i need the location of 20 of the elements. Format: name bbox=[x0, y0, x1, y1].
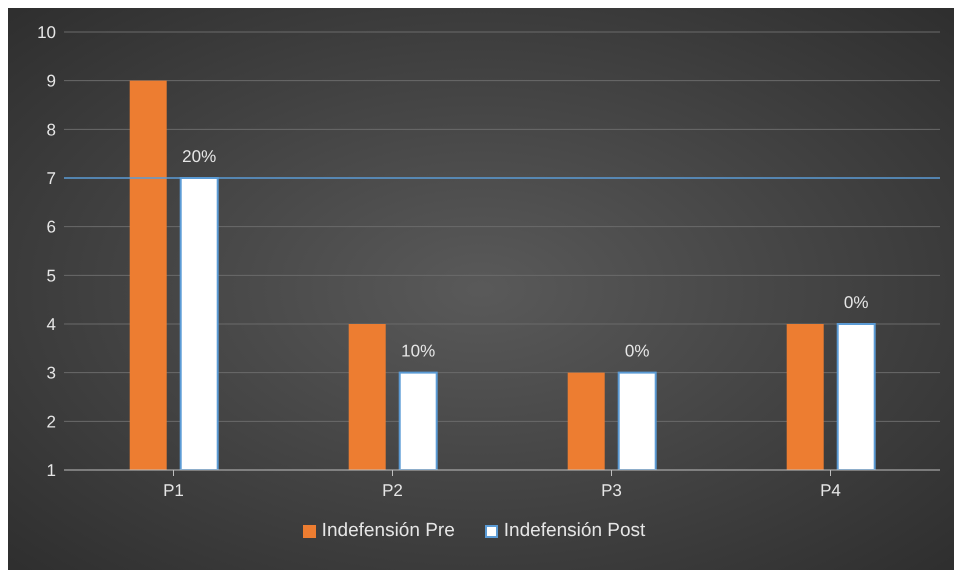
legend-label: Indefensión Post bbox=[504, 520, 646, 542]
x-tick-label: P1 bbox=[163, 481, 184, 500]
x-tick-label: P3 bbox=[601, 481, 622, 500]
annotation: 20% bbox=[182, 147, 216, 166]
x-tick-label: P4 bbox=[820, 481, 841, 500]
y-tick-label: 9 bbox=[46, 72, 56, 91]
y-tick-label: 7 bbox=[46, 169, 56, 188]
y-tick-label: 10 bbox=[37, 23, 56, 42]
y-tick-label: 4 bbox=[46, 315, 56, 334]
y-tick-label: 5 bbox=[46, 266, 56, 286]
annotation: 10% bbox=[401, 342, 436, 361]
annotation: 0% bbox=[844, 293, 868, 312]
y-tick-label: 1 bbox=[46, 461, 56, 480]
y-tick-label: 3 bbox=[46, 364, 56, 383]
y-tick-label: 6 bbox=[46, 218, 56, 237]
annotation: 0% bbox=[624, 342, 650, 361]
legend-label: Indefensión Pre bbox=[322, 520, 455, 542]
y-tick-label: 8 bbox=[46, 120, 56, 140]
y-tick-label: 2 bbox=[46, 412, 56, 432]
x-tick-label: P2 bbox=[382, 481, 403, 500]
